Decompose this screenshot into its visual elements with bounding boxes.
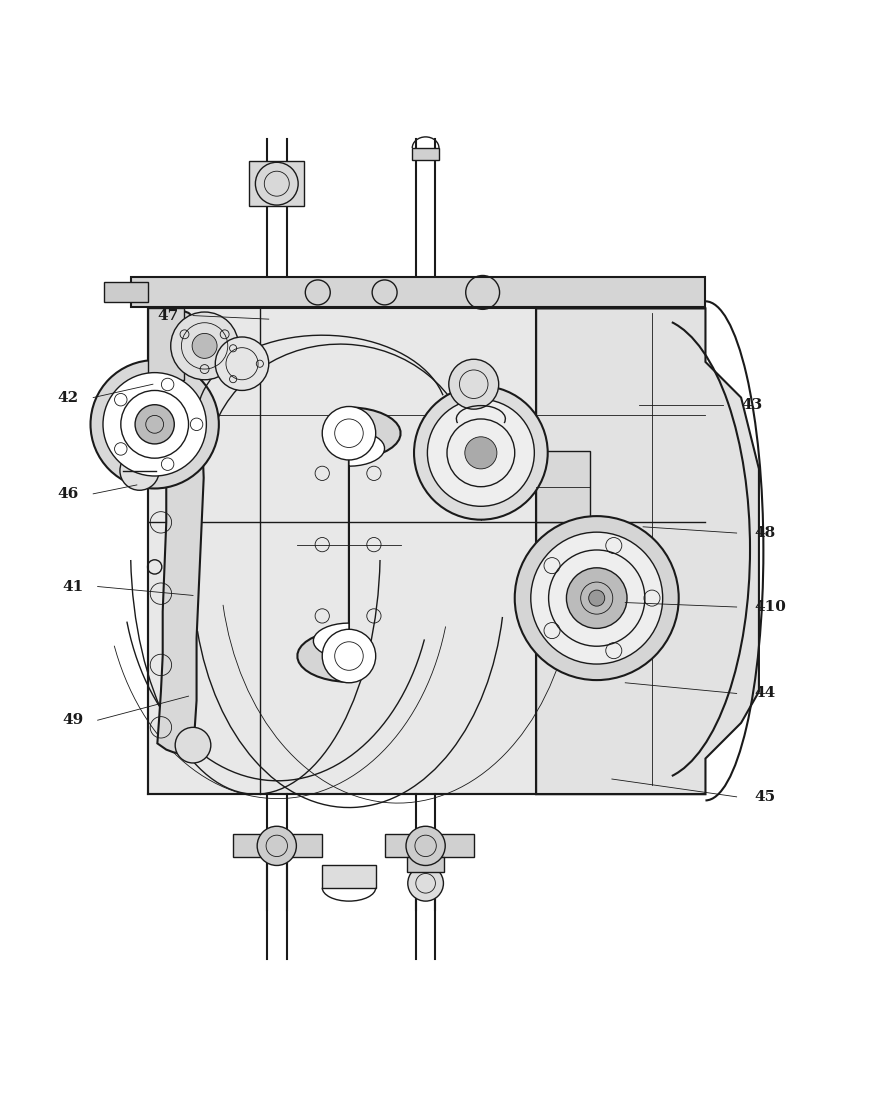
Circle shape bbox=[322, 629, 375, 683]
Circle shape bbox=[192, 334, 217, 358]
Text: 45: 45 bbox=[755, 790, 776, 804]
Polygon shape bbox=[536, 308, 759, 795]
Text: 43: 43 bbox=[741, 397, 763, 412]
Polygon shape bbox=[298, 407, 401, 682]
Circle shape bbox=[322, 406, 375, 460]
Text: 44: 44 bbox=[755, 686, 776, 701]
Text: 410: 410 bbox=[755, 600, 787, 614]
Polygon shape bbox=[314, 431, 384, 658]
Circle shape bbox=[465, 436, 497, 469]
Circle shape bbox=[414, 386, 548, 520]
Polygon shape bbox=[536, 451, 590, 522]
Text: 46: 46 bbox=[57, 487, 79, 501]
Polygon shape bbox=[148, 308, 184, 379]
Polygon shape bbox=[407, 857, 444, 872]
Polygon shape bbox=[157, 308, 204, 754]
Polygon shape bbox=[131, 277, 705, 307]
Circle shape bbox=[589, 590, 604, 606]
Text: 41: 41 bbox=[62, 579, 83, 594]
Circle shape bbox=[515, 516, 679, 680]
Circle shape bbox=[175, 728, 211, 763]
Circle shape bbox=[567, 568, 627, 628]
Polygon shape bbox=[104, 281, 148, 302]
Circle shape bbox=[90, 360, 219, 489]
Text: 48: 48 bbox=[755, 526, 776, 540]
Polygon shape bbox=[384, 835, 474, 857]
Text: 42: 42 bbox=[57, 391, 79, 405]
Polygon shape bbox=[233, 835, 322, 857]
Circle shape bbox=[135, 405, 174, 444]
Circle shape bbox=[427, 400, 535, 507]
Polygon shape bbox=[249, 162, 304, 206]
Text: 47: 47 bbox=[157, 309, 179, 323]
Circle shape bbox=[120, 451, 159, 490]
Circle shape bbox=[408, 866, 443, 901]
Polygon shape bbox=[148, 308, 705, 795]
Circle shape bbox=[449, 359, 499, 410]
Circle shape bbox=[103, 373, 207, 477]
Circle shape bbox=[171, 312, 239, 379]
Circle shape bbox=[406, 826, 445, 866]
Bar bbox=[412, 148, 439, 160]
Polygon shape bbox=[322, 866, 375, 887]
Circle shape bbox=[257, 826, 297, 866]
Circle shape bbox=[531, 532, 662, 664]
Text: 49: 49 bbox=[62, 713, 83, 728]
Circle shape bbox=[215, 337, 269, 391]
